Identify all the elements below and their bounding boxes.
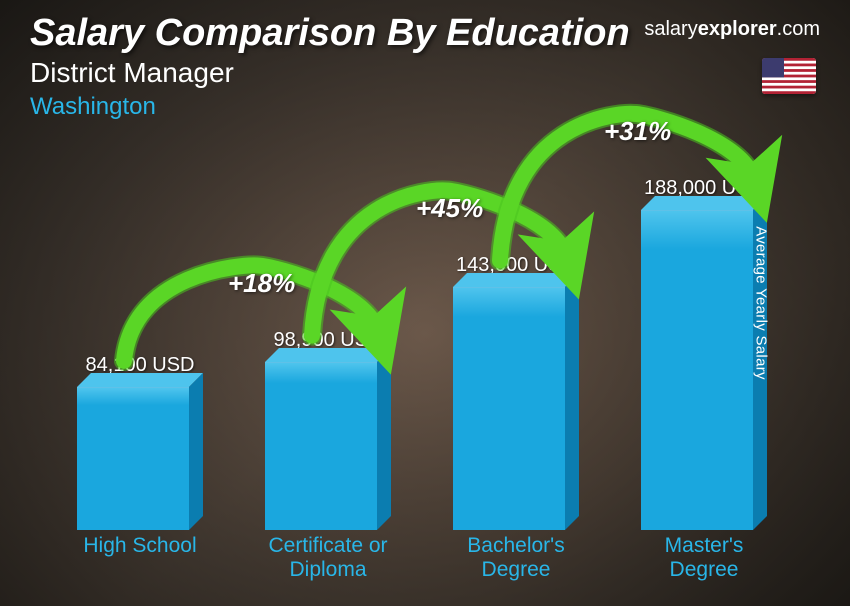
y-axis-label: Average Yearly Salary bbox=[753, 226, 770, 380]
brand-suffix: .com bbox=[777, 18, 820, 40]
chart-area: 84,100 USD98,900 USD143,000 USD188,000 U… bbox=[46, 140, 798, 588]
brand-prefix: salary bbox=[644, 18, 697, 40]
increase-label: +18% bbox=[228, 268, 295, 299]
bar-category-label: Certificate orDiploma bbox=[238, 534, 418, 588]
chart-location: Washington bbox=[30, 93, 820, 121]
brand-label: salaryexplorer.com bbox=[644, 18, 820, 41]
bar-category-label: High School bbox=[50, 534, 230, 588]
bar-category-label: Bachelor'sDegree bbox=[426, 534, 606, 588]
bar-category-label: Master'sDegree bbox=[614, 534, 794, 588]
increase-label: +45% bbox=[416, 193, 483, 224]
flag-icon bbox=[762, 58, 816, 94]
brand-bold: explorer bbox=[698, 18, 777, 40]
arcs-overlay bbox=[46, 100, 798, 520]
labels-container: High SchoolCertificate orDiplomaBachelor… bbox=[46, 534, 798, 588]
chart-subtitle: District Manager bbox=[30, 57, 820, 89]
